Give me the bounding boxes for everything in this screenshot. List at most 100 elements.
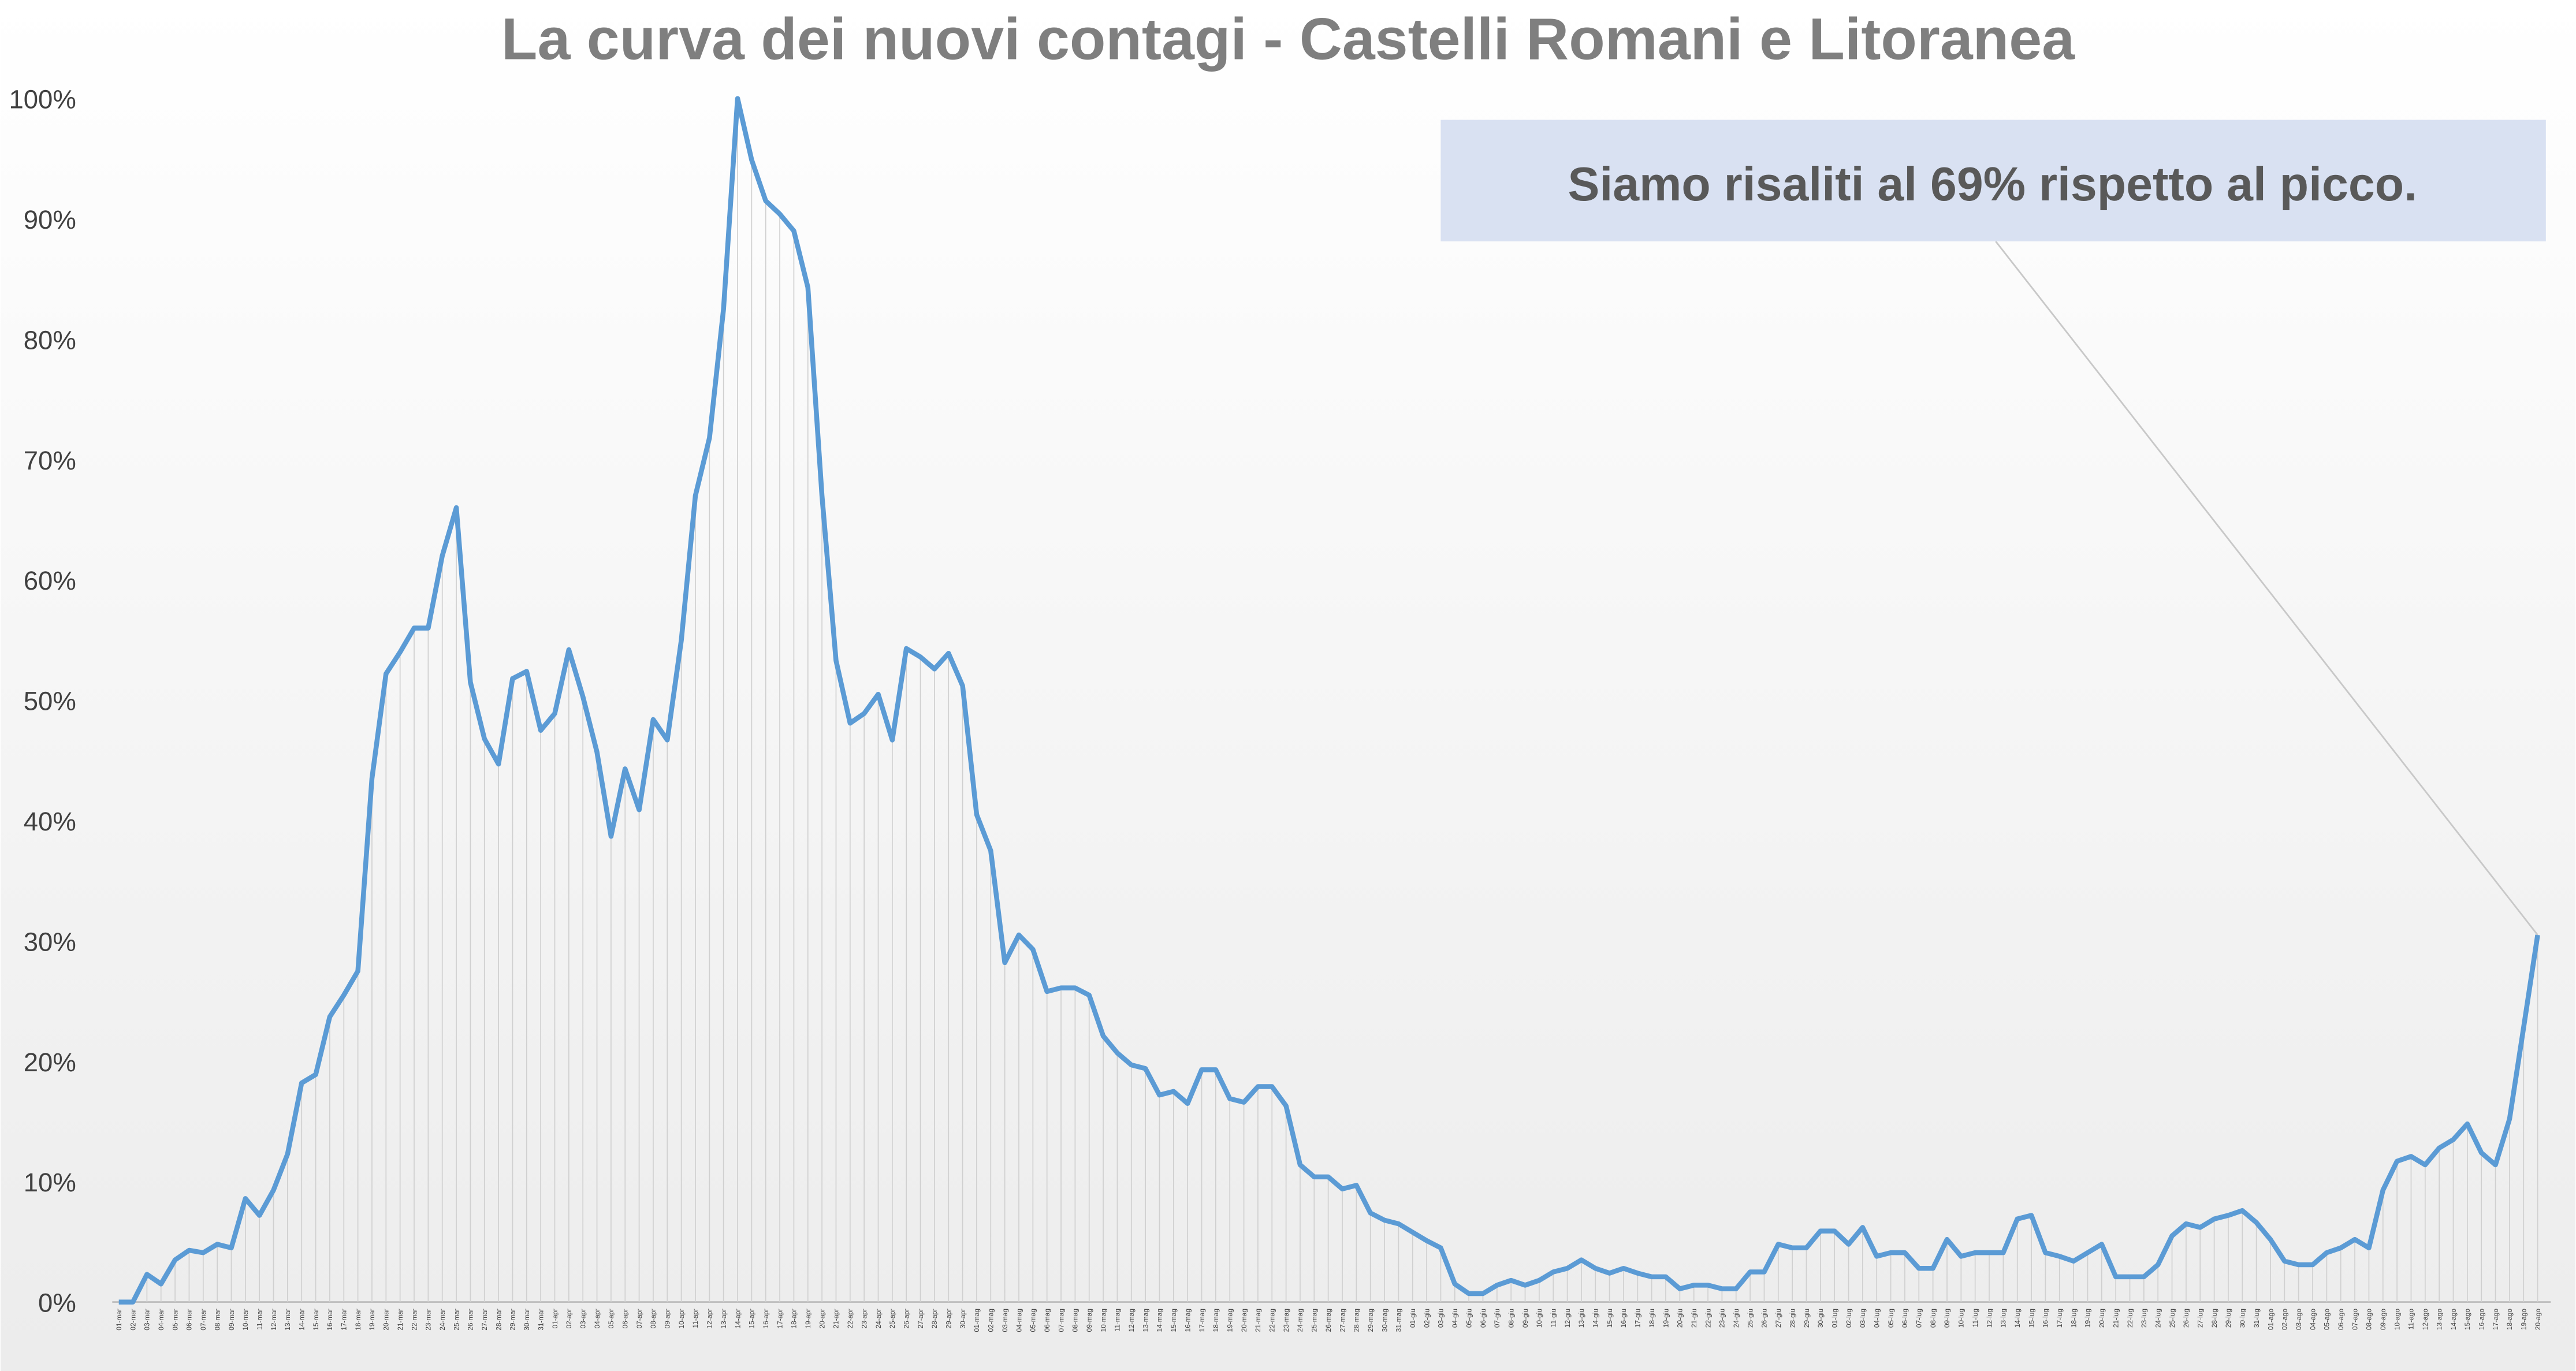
x-tick-label: 05-mar <box>171 1309 179 1331</box>
x-tick-label: 17-apr <box>776 1309 784 1329</box>
x-tick-label: 14-apr <box>734 1309 742 1329</box>
x-tick-label: 02-apr <box>565 1309 573 1329</box>
y-tick-label: 90% <box>24 205 76 234</box>
x-tick-label: 03-mar <box>143 1309 151 1331</box>
x-tick-label: 26-mar <box>467 1309 475 1331</box>
series-line <box>118 96 2540 1305</box>
x-tick-label: 28-apr <box>930 1309 939 1329</box>
x-tick-label: 29-lug <box>2224 1309 2232 1328</box>
x-tick-label: 26-lug <box>2182 1309 2190 1328</box>
x-tick-label: 28-mar <box>494 1309 502 1331</box>
x-tick-label: 03-ago <box>2295 1309 2303 1331</box>
x-tick-label: 24-lug <box>2154 1309 2162 1328</box>
x-tick-label: 02-mar <box>129 1309 137 1331</box>
x-tick-label: 30-mag <box>1380 1309 1388 1332</box>
x-tick-label: 08-mar <box>213 1309 221 1331</box>
x-tick-label: 20-mar <box>382 1309 390 1331</box>
x-tick-label: 05-giu <box>1465 1309 1473 1328</box>
x-tick-label: 27-apr <box>917 1309 925 1329</box>
x-tick-label: 12-apr <box>706 1309 714 1329</box>
x-tick-label: 04-apr <box>593 1309 601 1329</box>
x-tick-label: 02-lug <box>1845 1309 1853 1328</box>
x-tick-label: 03-mag <box>1001 1309 1009 1332</box>
x-tick-label: 14-ago <box>2450 1309 2458 1331</box>
x-tick-label: 16-apr <box>762 1309 770 1329</box>
x-tick-label: 21-lug <box>2112 1309 2120 1328</box>
x-tick-label: 10-mar <box>241 1309 250 1331</box>
x-tick-label: 11-mar <box>255 1309 263 1330</box>
x-tick-label: 14-giu <box>1592 1309 1600 1328</box>
x-tick-label: 17-lug <box>2056 1309 2064 1328</box>
x-tick-label: 08-giu <box>1507 1309 1515 1328</box>
x-tick-label: 07-lug <box>1915 1309 1923 1328</box>
x-tick-label: 18-lug <box>2069 1309 2078 1328</box>
x-tick-label: 28-giu <box>1788 1309 1796 1328</box>
x-tick-label: 11-mag <box>1114 1309 1122 1332</box>
x-tick-label: 23-apr <box>860 1309 868 1329</box>
x-tick-label: 26-mag <box>1324 1309 1332 1332</box>
x-tick-label: 25-mar <box>452 1309 460 1331</box>
x-tick-label: 18-giu <box>1648 1309 1656 1328</box>
x-tick-label: 18-mar <box>354 1309 362 1331</box>
y-tick-label: 10% <box>24 1168 76 1197</box>
x-tick-label: 13-mar <box>284 1309 292 1331</box>
x-tick-label: 01-mag <box>973 1309 981 1332</box>
x-tick-label: 11-lug <box>1971 1309 1979 1327</box>
x-tick-label: 04-mar <box>157 1309 165 1331</box>
x-tick-label: 16-giu <box>1620 1309 1628 1328</box>
x-tick-label: 04-lug <box>1873 1309 1881 1328</box>
x-tick-label: 10-ago <box>2393 1309 2401 1331</box>
x-tick-label: 11-giu <box>1549 1309 1557 1327</box>
x-tick-label: 01-mar <box>115 1309 123 1331</box>
x-tick-label: 27-lug <box>2197 1309 2205 1328</box>
x-tick-label: 13-lug <box>2000 1309 2008 1328</box>
y-tick-label: 30% <box>24 927 76 956</box>
chart-title: La curva dei nuovi contagi - Castelli Ro… <box>501 5 2075 72</box>
x-tick-label: 05-lug <box>1887 1309 1895 1328</box>
x-tick-label: 22-mag <box>1268 1309 1276 1332</box>
x-tick-label: 04-mag <box>1015 1309 1023 1332</box>
x-tick-label: 24-mag <box>1296 1309 1304 1332</box>
x-tick-label: 26-apr <box>902 1309 910 1329</box>
y-tick-label: 40% <box>24 807 76 836</box>
x-tick-label: 27-mar <box>481 1309 489 1331</box>
x-tick-label: 10-lug <box>1957 1309 1965 1328</box>
x-tick-label: 25-lug <box>2168 1309 2176 1328</box>
x-tick-label: 30-giu <box>1816 1309 1825 1328</box>
x-tick-label: 31-mar <box>537 1309 545 1331</box>
x-tick-label: 16-mag <box>1183 1309 1192 1332</box>
x-tick-label: 11-ago <box>2407 1309 2415 1330</box>
x-tick-label: 10-giu <box>1535 1309 1543 1328</box>
x-tick-label: 19-lug <box>2084 1309 2092 1328</box>
x-tick-label: 09-mar <box>228 1309 236 1331</box>
x-tick-label: 15-apr <box>748 1309 756 1329</box>
x-tick-label: 16-mar <box>326 1309 334 1331</box>
x-tick-label: 14-mar <box>297 1309 306 1331</box>
x-tick-label: 17-giu <box>1634 1309 1642 1328</box>
x-tick-label: 12-giu <box>1564 1309 1572 1328</box>
annotation-text: Siamo risaliti al 69% rispetto al picco. <box>1568 158 2417 211</box>
x-tick-label: 21-mar <box>396 1309 404 1331</box>
x-tick-label: 22-lug <box>2126 1309 2134 1328</box>
x-tick-label: 06-lug <box>1901 1309 1909 1328</box>
x-tick-label: 06-mag <box>1043 1309 1051 1332</box>
annotation-leader <box>1995 241 2538 936</box>
x-tick-label: 20-mag <box>1240 1309 1248 1332</box>
x-tick-label: 29-mar <box>509 1309 517 1331</box>
x-tick-label: 07-mar <box>199 1309 207 1331</box>
x-tick-label: 20-lug <box>2098 1309 2106 1328</box>
x-tick-label: 07-apr <box>635 1309 643 1329</box>
x-tick-label: 19-mar <box>368 1309 376 1331</box>
x-tick-label: 08-ago <box>2365 1309 2373 1331</box>
x-tick-label: 02-giu <box>1423 1309 1431 1328</box>
x-tick-label: 03-giu <box>1437 1309 1445 1328</box>
x-tick-label: 12-lug <box>1985 1309 1993 1328</box>
x-tick-label: 01-ago <box>2266 1309 2275 1331</box>
y-tick-label: 100% <box>9 85 76 114</box>
y-tick-label: 50% <box>24 687 76 716</box>
x-tick-label: 20-apr <box>818 1309 826 1329</box>
x-tick-label: 16-ago <box>2477 1309 2485 1331</box>
y-tick-label: 80% <box>24 325 76 355</box>
